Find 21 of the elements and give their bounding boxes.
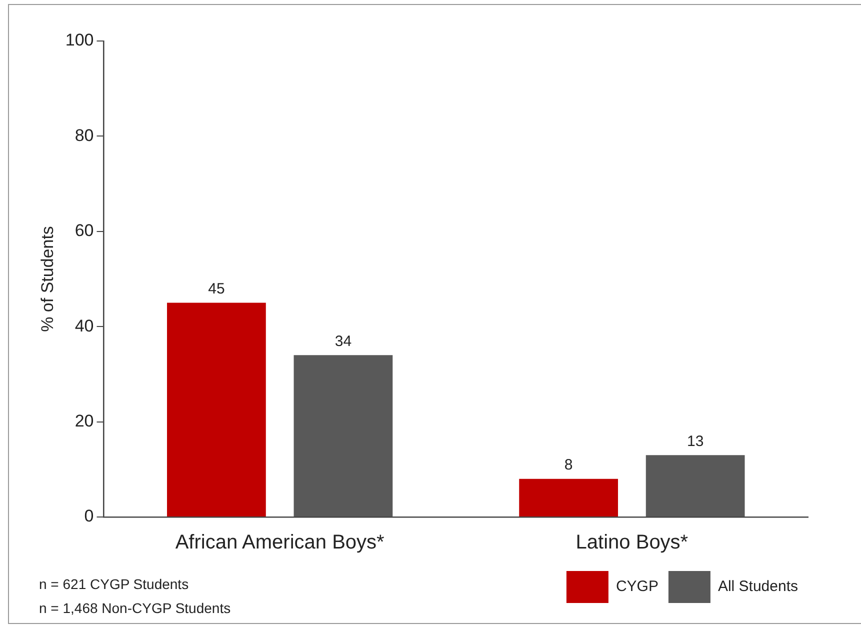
- data-label: 8: [564, 456, 573, 474]
- text: n = 621 CYGP Students: [39, 576, 189, 592]
- data-label: 34: [334, 332, 352, 350]
- bar: [646, 455, 745, 516]
- y-tick-label: 0: [84, 506, 94, 526]
- y-axis-title: % of Students: [38, 226, 57, 332]
- y-tick-label: 60: [74, 221, 94, 240]
- bar: [167, 302, 266, 516]
- x-tick-label: Latino Boys*: [576, 532, 688, 554]
- text: n = 1,468 Non-CYGP Students: [39, 600, 231, 616]
- y-tick-label: 40: [74, 316, 94, 336]
- data-label: 13: [686, 432, 704, 450]
- y-tick-label: 20: [74, 411, 94, 430]
- bar: [519, 478, 618, 516]
- data-label: 45: [208, 280, 225, 298]
- y-tick-label: 100: [65, 30, 94, 50]
- legend-label: All Students: [718, 578, 798, 596]
- bar: [294, 355, 393, 516]
- x-tick-label: African American Boys*: [175, 532, 385, 554]
- legend-label: CYGP: [616, 578, 658, 596]
- y-tick-label: 80: [74, 126, 94, 145]
